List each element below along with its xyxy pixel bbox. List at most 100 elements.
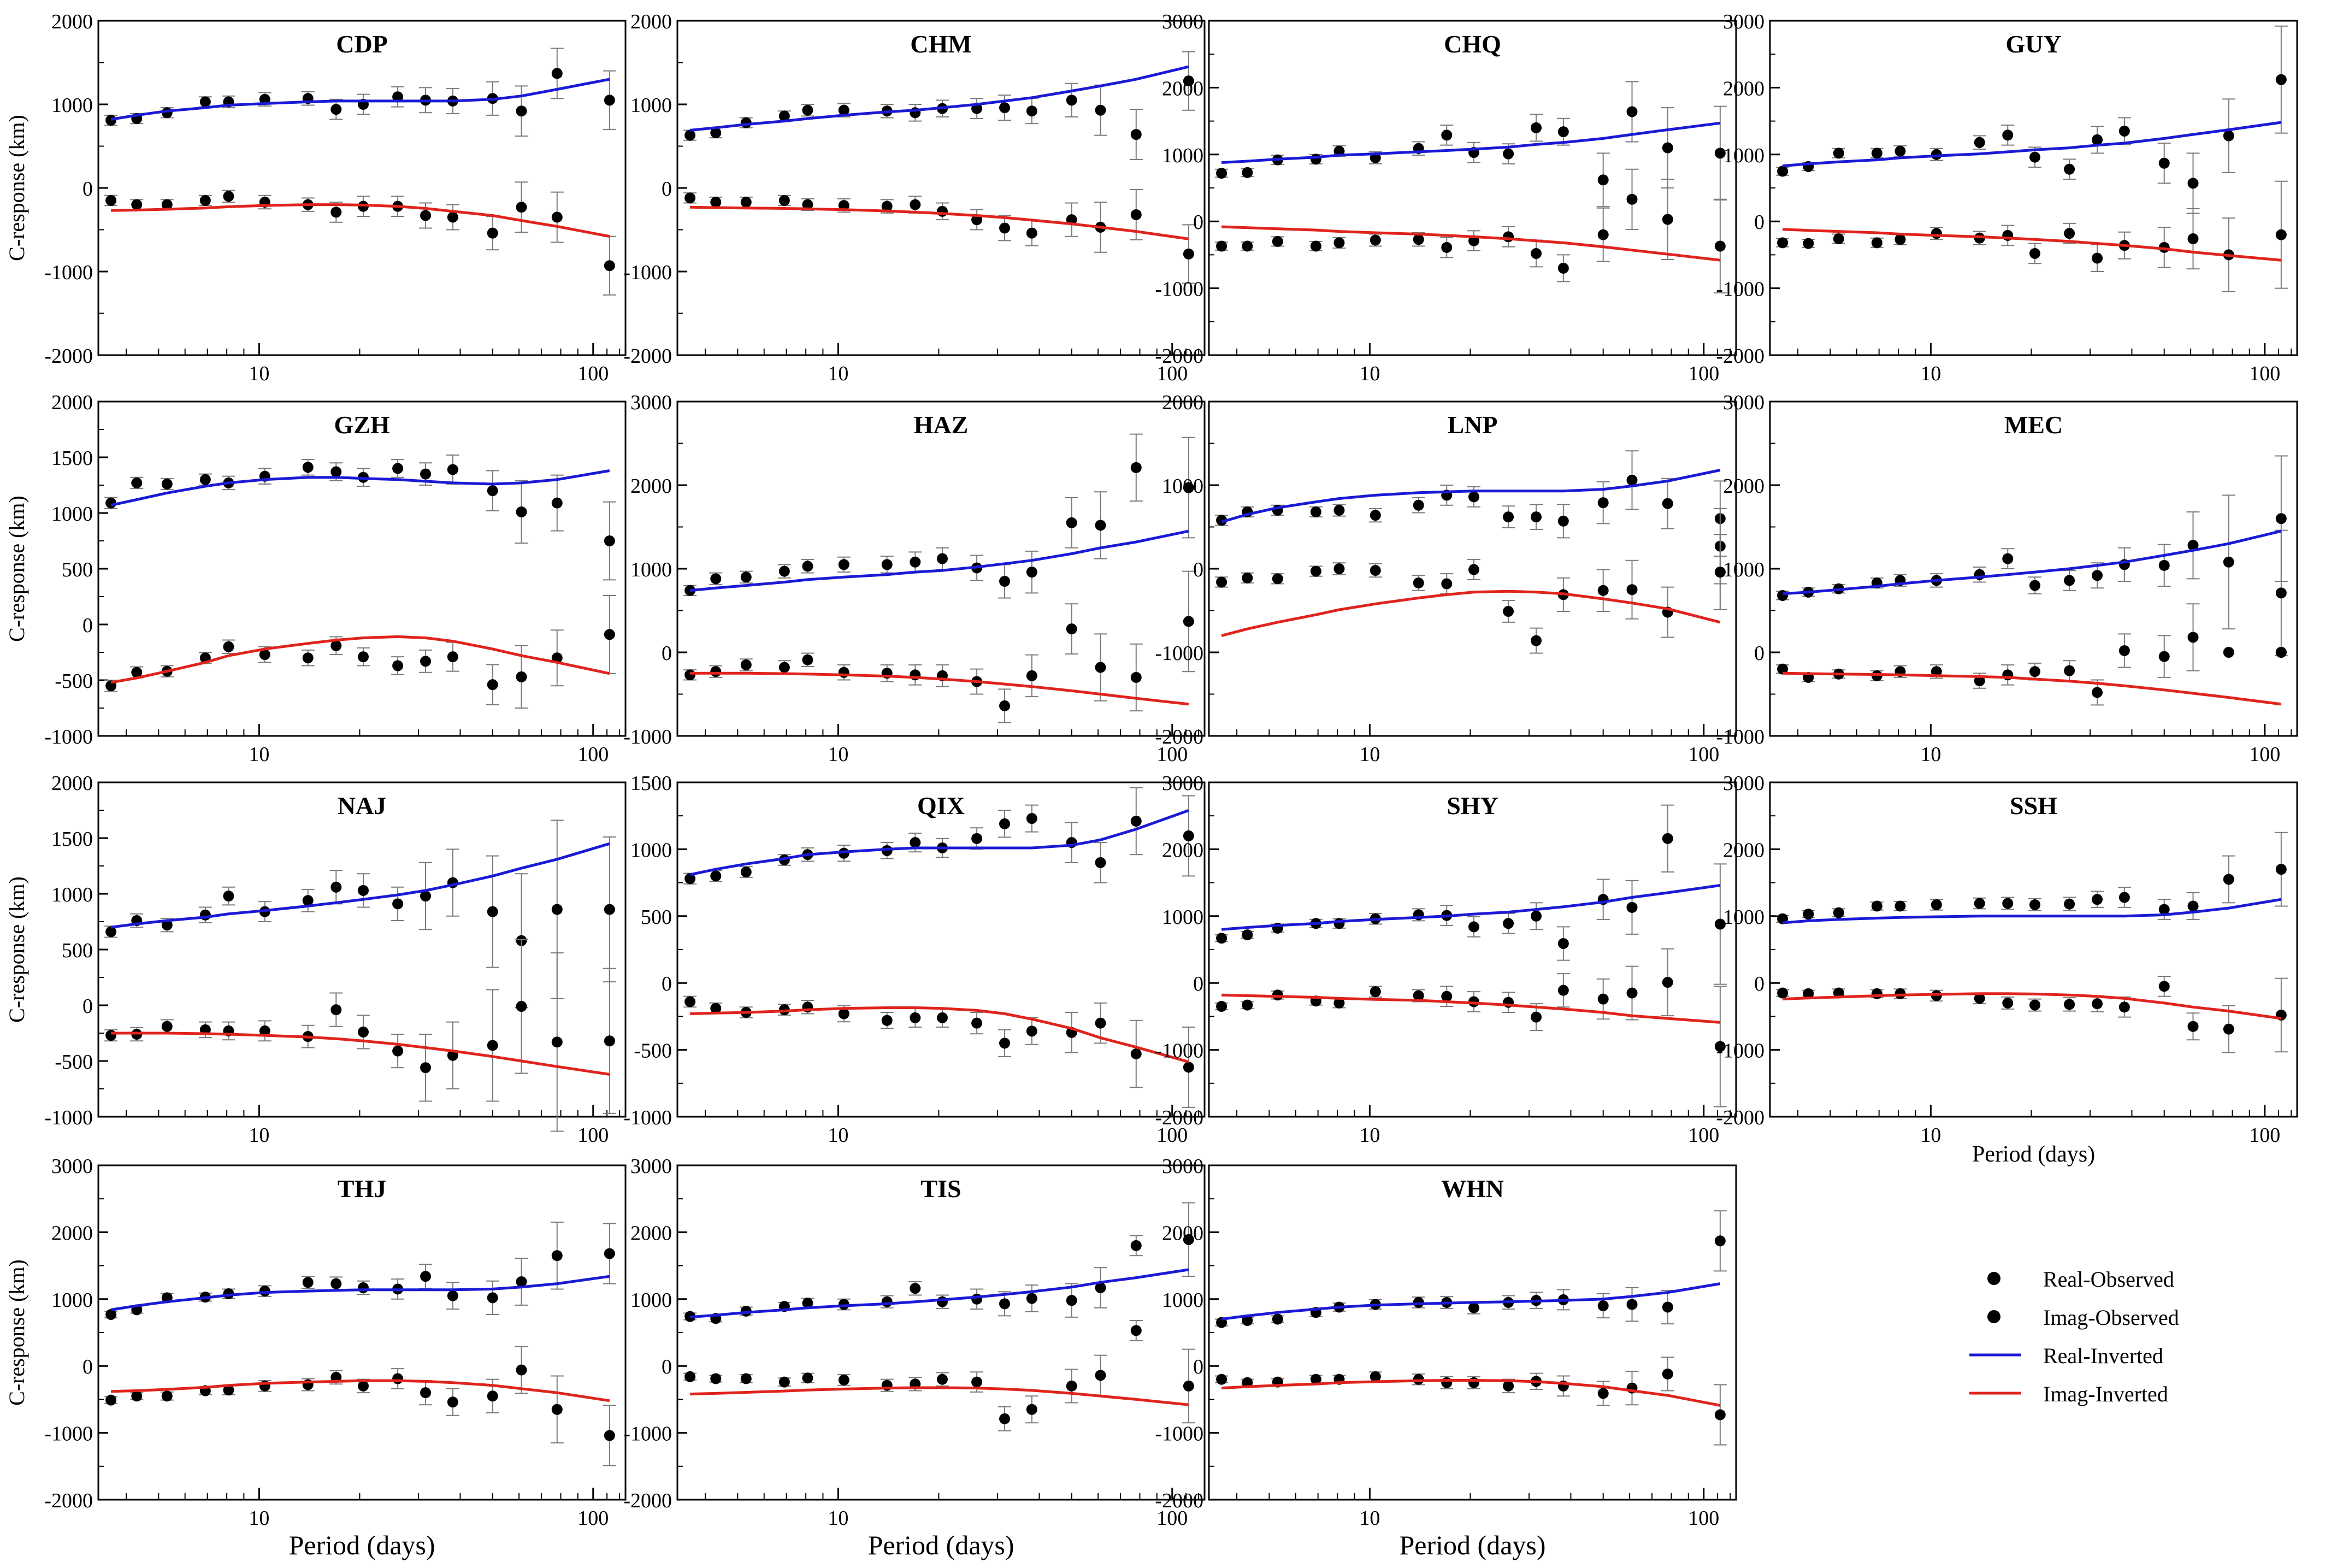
real-observed-point [936, 553, 948, 564]
imag-observed-point [420, 656, 432, 667]
imag-observed-point [331, 640, 342, 651]
imag-observed-point [1597, 993, 1609, 1005]
real-observed-point [2092, 134, 2103, 145]
imag-observed-point [1468, 564, 1479, 575]
imag-observed-point [999, 700, 1011, 711]
y-tick-label: 0 [82, 178, 93, 201]
real-observed-point [2002, 898, 2014, 909]
real-observed-point [910, 837, 921, 848]
panel-lnp: LNP -2000 -1000 0 1000 2000 10 100 [1155, 391, 1737, 766]
real-observed-point [199, 474, 211, 485]
imag-observed-point [1803, 988, 1814, 999]
imag-observed-point [1242, 999, 1253, 1011]
x-tick-label: 100 [2249, 362, 2280, 385]
real-observed-point [1557, 126, 1569, 138]
imag-observed-point [1441, 1377, 1453, 1388]
imag-observed-point [357, 651, 369, 663]
y-tick-label: 0 [662, 642, 672, 665]
x-tick-label: 10 [249, 1124, 269, 1147]
y-tick-label: 3000 [51, 1155, 93, 1178]
imag-observed-point [1026, 227, 1037, 239]
imag-observed-point [1626, 584, 1638, 596]
imag-observed-point [1833, 233, 1844, 245]
imag-observed-point [2223, 1023, 2234, 1035]
real-observed-point [420, 891, 432, 902]
real-observed-point [778, 565, 790, 577]
y-tick-label: 0 [1754, 642, 1764, 665]
imag-observed-point [778, 1376, 790, 1388]
imag-observed-point [999, 1038, 1011, 1049]
panel-cdp: CDP -2000 -1000 0 1000 2000 10 100 C-response (k… [4, 10, 627, 385]
real-observed-point [1597, 1300, 1609, 1312]
real-observed-point [1066, 95, 1077, 106]
y-tick-label: 1500 [51, 447, 93, 470]
y-tick-label: 1000 [51, 503, 93, 526]
real-observed-point [838, 104, 849, 116]
imag-observed-point [1333, 237, 1345, 249]
real-observed-point [487, 1292, 498, 1304]
panel-haz: HAZ -1000 0 1000 2000 3000 10 100 [623, 391, 1206, 766]
x-tick-label: 10 [249, 743, 269, 766]
imag-observed-point [802, 654, 813, 665]
real-observed-point [1626, 474, 1638, 486]
real-observed-point [1026, 105, 1037, 117]
y-tick-label: 3000 [630, 1155, 672, 1178]
panel-title: THJ [338, 1175, 386, 1202]
y-tick-label: -2000 [623, 1489, 672, 1512]
imag-observed-point [131, 199, 143, 210]
y-tick-label: 2000 [1162, 391, 1203, 414]
imag-observed-point [971, 1376, 983, 1388]
imag-observed-point [1216, 1374, 1227, 1385]
real-observed-point [1557, 515, 1569, 527]
real-observed-point [740, 571, 752, 583]
imag-observed-point [551, 1404, 563, 1415]
imag-observed-point [161, 1021, 173, 1032]
y-tick-label: -2000 [1155, 1106, 1203, 1129]
imag-observed-point [1242, 572, 1253, 583]
real-observed-point [1370, 510, 1381, 521]
real-observed-point [161, 919, 173, 931]
real-observed-point [1714, 148, 1726, 159]
imag-observed-point [2158, 981, 2170, 992]
y-tick-label: 0 [1754, 972, 1764, 995]
x-tick-label: 100 [577, 743, 609, 766]
x-tick-label: 10 [1359, 1507, 1380, 1530]
real-observed-point [1066, 1295, 1077, 1306]
y-tick-label: 2000 [1723, 839, 1764, 862]
x-tick-label: 100 [1156, 362, 1188, 385]
imag-observed-point [881, 201, 893, 212]
y-tick-label: 0 [662, 972, 672, 995]
imag-inverted-line [1221, 590, 1721, 637]
real-observed-point [1183, 830, 1194, 841]
x-tick-label: 100 [577, 1507, 609, 1530]
panel-chq: CHQ -2000 -1000 0 1000 2000 3000 10 100 [1155, 10, 1737, 385]
imag-observed-point [161, 199, 173, 210]
real-observed-point [778, 110, 790, 122]
imag-observed-point [1310, 1374, 1321, 1385]
plot-frame [97, 781, 627, 1118]
imag-observed-point [447, 211, 458, 223]
imag-observed-point [1026, 1404, 1037, 1415]
imag-observed-point [1531, 247, 1542, 259]
real-observed-point [331, 1278, 342, 1289]
y-tick-label: 0 [1193, 211, 1203, 234]
imag-observed-point [1714, 240, 1726, 252]
imag-observed-point [1557, 985, 1569, 996]
real-observed-point [1714, 918, 1726, 930]
real-observed-point [1626, 901, 1638, 913]
real-observed-point [392, 91, 404, 103]
real-observed-point [516, 1276, 527, 1287]
real-observed-point [710, 127, 722, 139]
real-observed-point [487, 906, 498, 917]
plot-frame [1769, 400, 2298, 737]
real-observed-point [1468, 921, 1479, 933]
y-tick-label: 1500 [51, 828, 93, 851]
imag-observed-point [778, 662, 790, 673]
imag-observed-point [710, 197, 722, 208]
imag-observed-point [2064, 665, 2075, 676]
x-tick-label: 10 [1920, 1124, 1941, 1147]
panel-thj: THJ -2000 -1000 0 1000 2000 3000 10 100 C-respons… [4, 1155, 627, 1560]
imag-observed-point [105, 1030, 117, 1041]
imag-observed-point [802, 1372, 813, 1384]
plot-frame [1769, 781, 2298, 1118]
